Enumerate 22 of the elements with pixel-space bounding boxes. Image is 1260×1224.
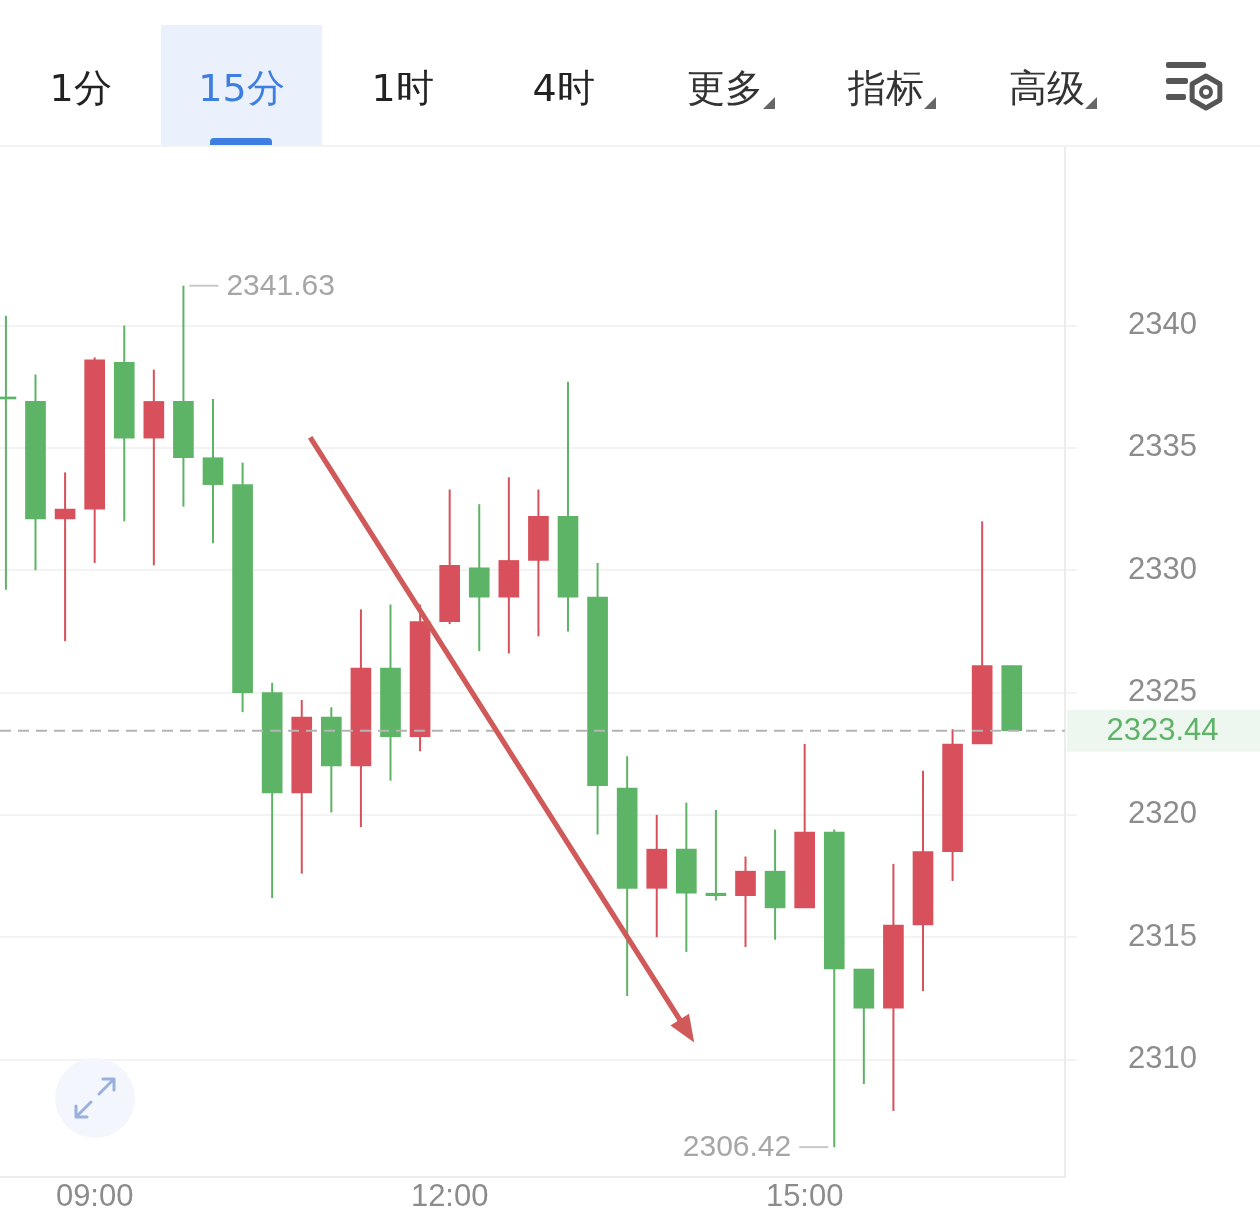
y-tick-label: 2335 [1128, 428, 1197, 464]
candlestick [54, 471, 76, 643]
text: 更多 [686, 65, 763, 111]
text: 指标 [847, 65, 924, 111]
text: 1分 [49, 65, 112, 111]
y-tick-label: 2310 [1128, 1040, 1197, 1076]
y-tick-label: 2315 [1128, 917, 1197, 953]
annotation: 2306.42 [682, 1129, 792, 1163]
x-tick-label: 15:00 [765, 1178, 844, 1214]
y-tick-label: 2320 [1128, 795, 1197, 831]
candlestick [705, 809, 727, 902]
ref-line-label: 2323.44 [1106, 712, 1219, 748]
text: 15分 [198, 65, 285, 111]
annotation: 2341.63 [226, 267, 335, 301]
text: 1时 [371, 65, 434, 111]
y-tick-label: 2340 [1128, 306, 1197, 342]
y-tick-label: 2330 [1128, 550, 1197, 586]
x-tick-label: 12:00 [410, 1178, 489, 1214]
text: 高级 [1008, 65, 1085, 111]
text: 4时 [532, 65, 595, 111]
x-tick-label: 09:00 [55, 1178, 134, 1214]
y-tick-label: 2325 [1128, 673, 1197, 709]
